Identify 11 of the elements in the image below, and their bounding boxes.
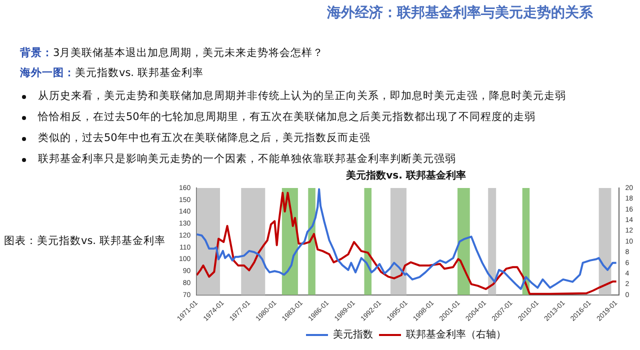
chart-title: 海外经济：联邦基金利率与美元走势的关系	[326, 4, 594, 22]
text: 从历史来看，美元走势和美联储加息周期并非传统上认为的呈正向关系，即加息时美元走强，降息时美元走弱	[38, 89, 566, 103]
text: 海外一图：美元指数vs. 联邦基金利率	[20, 66, 204, 80]
legend-label: 联邦基金利率（右轴）	[406, 328, 506, 341]
text: 类似的，过去50年中也有五次在美联储降息之后，美元指数反而走强	[38, 131, 370, 145]
legend-label: 美元指数	[333, 328, 373, 341]
text: 背景：3月美联储基本退出加息周期，美元未来走势将会怎样？	[20, 46, 324, 60]
chart-subtitle: 美元指数vs. 联邦基金利率	[345, 170, 466, 182]
text: 恰恰相反，在过去50年的七轮加息周期里，有五次在美联储加息之后美元指数都出现了不同程度的走弱	[38, 110, 536, 124]
text: 联邦基金利率只是影响美元走势的一个因素，不能单独依靠联邦基金利率判断美元强弱	[38, 152, 456, 166]
text: 图表：美元指数vs. 联邦基金利率	[4, 234, 166, 248]
